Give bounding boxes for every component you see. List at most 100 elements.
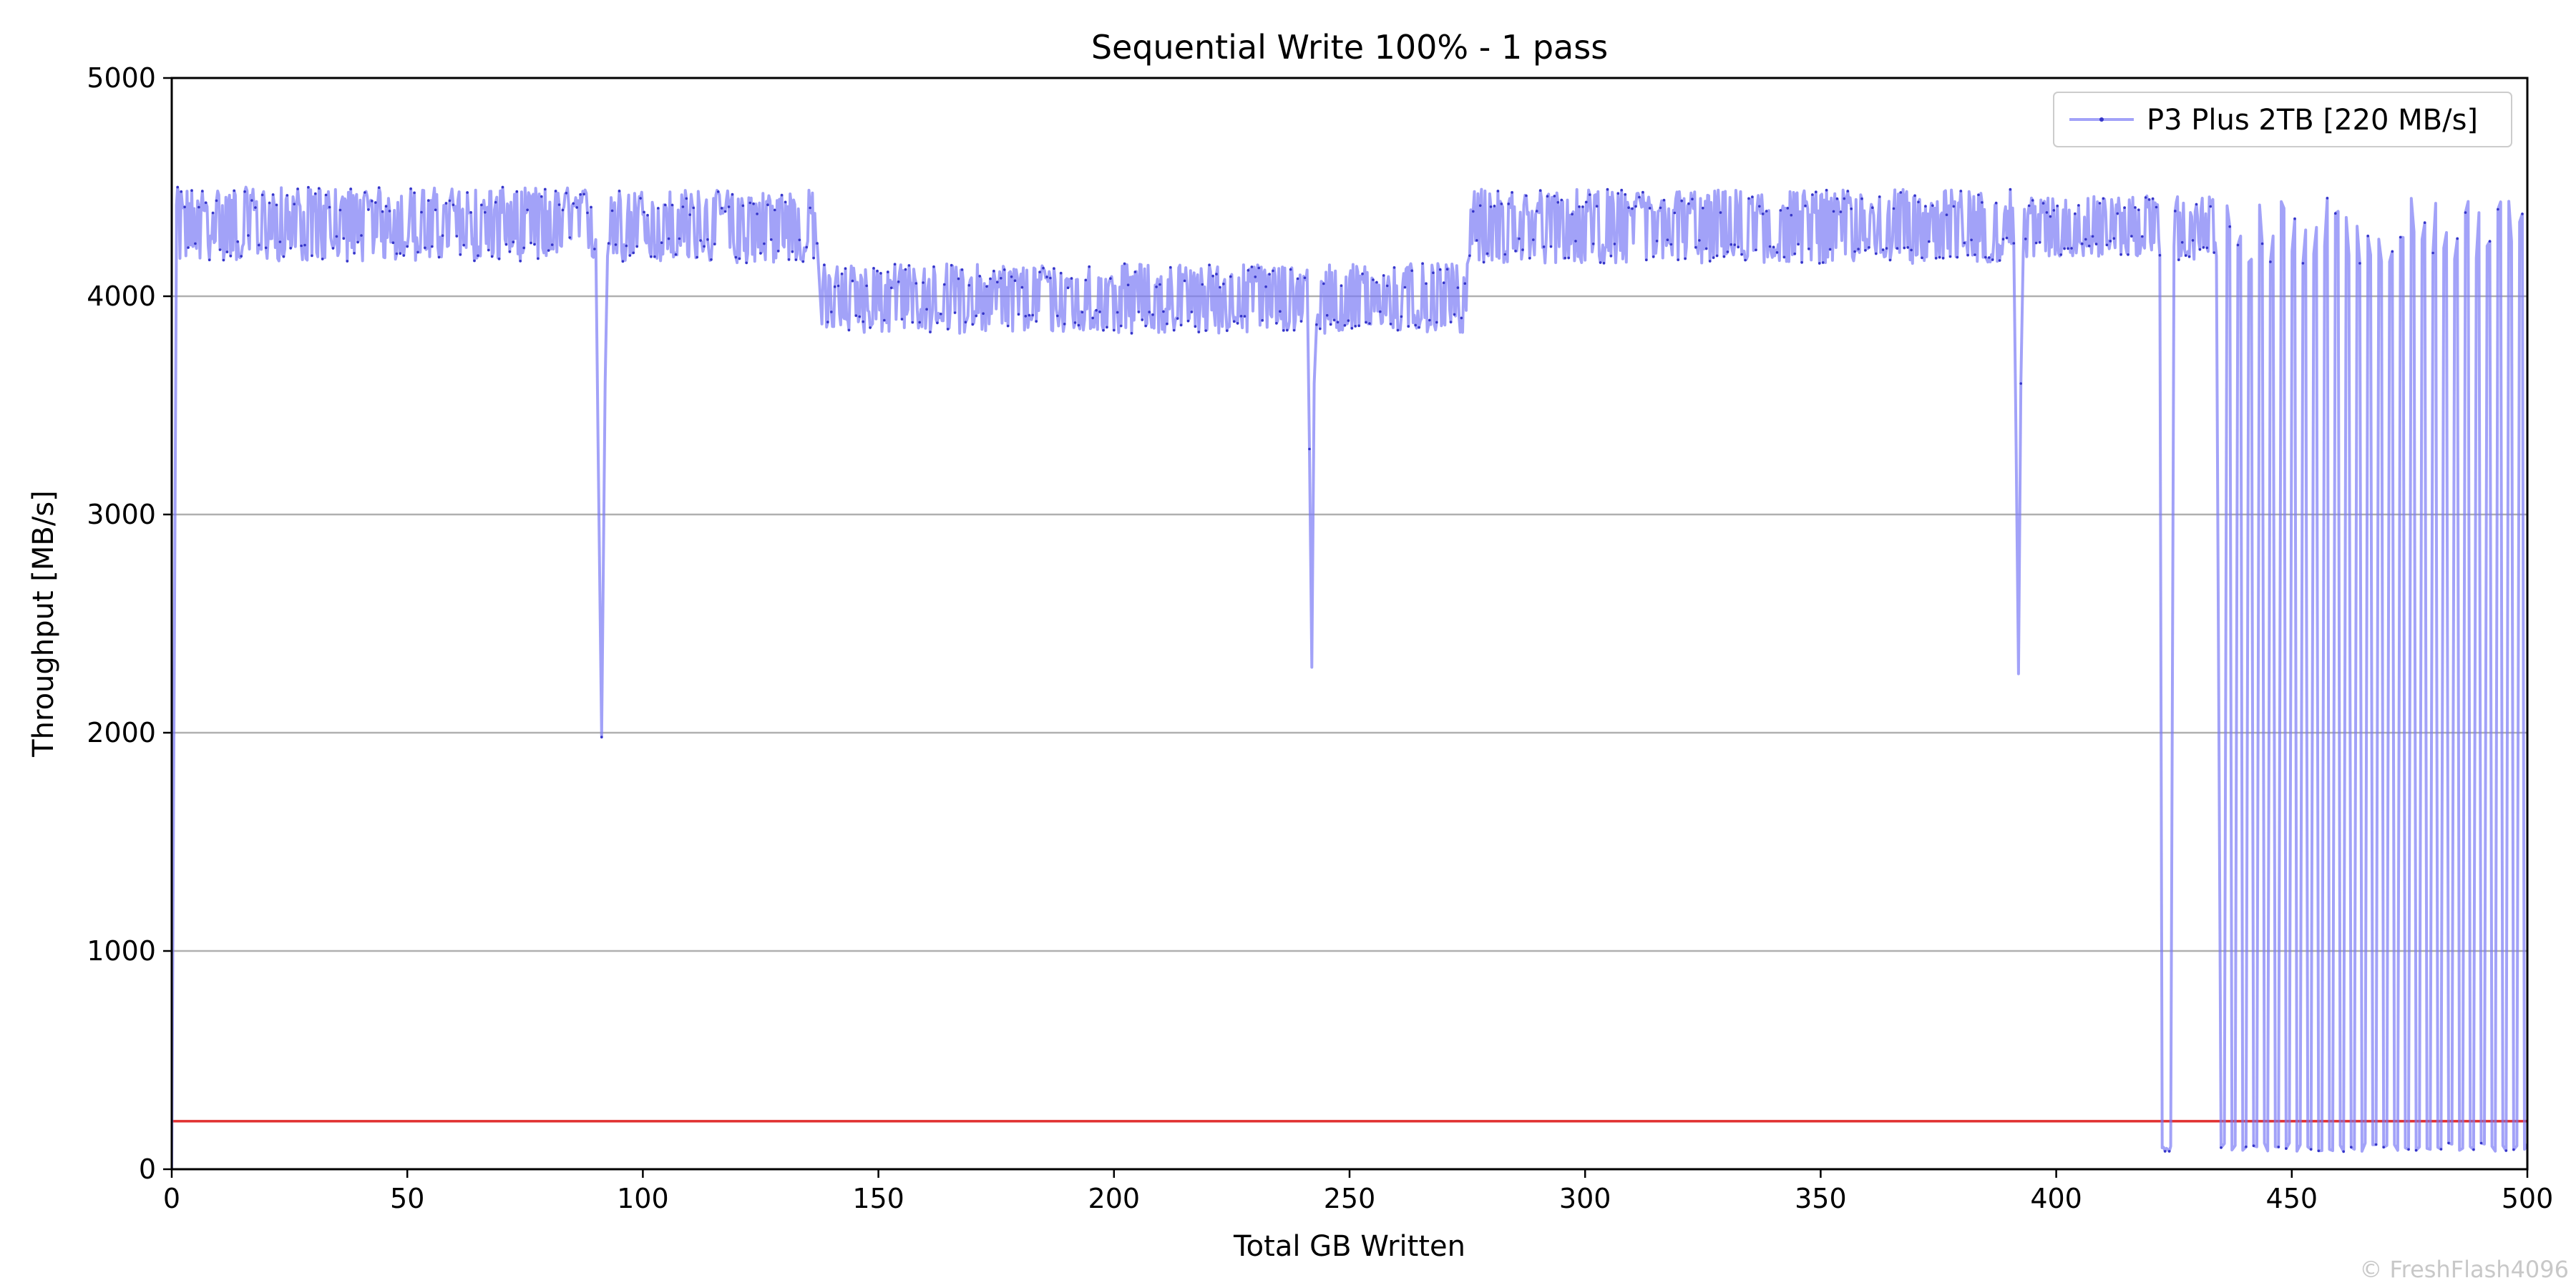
data-point	[2277, 1146, 2280, 1148]
data-point	[621, 260, 625, 263]
data-point	[907, 264, 911, 267]
data-point	[996, 280, 999, 284]
data-point	[1435, 321, 1438, 324]
data-point	[670, 203, 674, 207]
data-point	[1733, 243, 1736, 246]
data-point	[953, 311, 957, 314]
data-point	[2317, 1149, 2321, 1153]
data-point	[2301, 262, 2305, 265]
data-point	[1772, 245, 1775, 249]
data-point	[2105, 243, 2109, 247]
data-point	[1591, 243, 1595, 245]
data-point	[1332, 318, 1336, 322]
data-point	[1634, 205, 1637, 208]
data-point	[826, 321, 829, 323]
data-point	[2059, 253, 2062, 256]
data-point	[1896, 247, 1899, 250]
data-point	[1113, 328, 1116, 332]
data-point	[971, 323, 975, 326]
x-tick-label: 150	[852, 1183, 904, 1214]
data-point	[328, 205, 331, 209]
data-point	[1956, 255, 1959, 259]
x-tick-label: 400	[2030, 1183, 2082, 1214]
data-point	[967, 283, 971, 287]
data-point	[1329, 323, 1332, 326]
data-point	[1325, 313, 1329, 317]
data-point	[1396, 328, 1400, 332]
data-point	[1952, 205, 1956, 208]
data-point	[1116, 311, 1119, 314]
data-point	[854, 314, 858, 317]
data-point	[1042, 266, 1045, 270]
data-point	[490, 255, 494, 258]
data-point	[424, 246, 426, 250]
data-point	[1850, 208, 1853, 210]
data-point	[1028, 313, 1031, 317]
data-point	[1843, 197, 1846, 200]
y-tick-label: 1000	[87, 935, 156, 967]
data-point	[1991, 258, 1994, 261]
data-point	[1542, 245, 1546, 248]
data-point	[1860, 197, 1863, 200]
data-point	[1250, 265, 1254, 268]
data-point	[2038, 240, 2041, 244]
data-point	[533, 243, 536, 246]
data-point	[794, 258, 798, 261]
data-point	[1478, 204, 1482, 208]
legend: P3 Plus 2TB [220 MB/s]	[2053, 92, 2512, 147]
data-point	[2070, 247, 2073, 250]
data-point	[2414, 1148, 2418, 1152]
data-point	[2180, 240, 2184, 244]
data-point	[674, 253, 678, 256]
data-point	[798, 238, 801, 242]
data-point	[247, 234, 250, 237]
data-point	[1673, 211, 1677, 215]
data-point	[2479, 1141, 2483, 1145]
data-point	[1998, 259, 2001, 262]
data-point	[296, 187, 299, 190]
data-point	[211, 211, 215, 215]
data-point	[1425, 282, 1428, 286]
data-point	[349, 187, 353, 190]
data-point	[1747, 197, 1750, 200]
data-point	[1460, 316, 1463, 320]
data-point	[1875, 252, 1878, 255]
data-point	[1560, 198, 1563, 202]
data-point	[455, 235, 459, 238]
data-point	[218, 248, 222, 251]
data-point	[1303, 276, 1307, 280]
data-point	[741, 204, 745, 208]
data-point	[1456, 286, 1460, 289]
data-point	[374, 201, 377, 204]
data-point	[353, 252, 356, 255]
data-point	[1691, 197, 1694, 201]
data-point	[716, 190, 720, 193]
data-point	[1903, 246, 1906, 250]
data-point	[1500, 203, 1503, 205]
data-point	[1790, 213, 1793, 217]
data-point	[1449, 321, 1453, 323]
data-point	[887, 270, 889, 273]
data-point	[264, 246, 268, 250]
data-point	[1109, 277, 1112, 280]
data-point	[286, 194, 289, 197]
data-point	[1758, 205, 1761, 208]
data-point	[1538, 189, 1542, 192]
data-point	[1049, 276, 1052, 280]
data-point	[2119, 253, 2122, 256]
data-point	[696, 255, 698, 259]
data-point	[1091, 316, 1094, 320]
data-point	[190, 189, 193, 192]
data-point	[1148, 311, 1151, 313]
data-point	[759, 252, 762, 255]
data-point	[1372, 278, 1375, 281]
data-point	[865, 284, 868, 288]
data-point	[957, 277, 960, 280]
data-point	[1319, 327, 1322, 331]
data-point	[2488, 240, 2492, 243]
data-point	[1687, 202, 1690, 205]
data-point	[844, 267, 847, 270]
data-point	[1645, 258, 1648, 262]
data-point	[1463, 282, 1467, 286]
data-point	[2012, 242, 2016, 245]
